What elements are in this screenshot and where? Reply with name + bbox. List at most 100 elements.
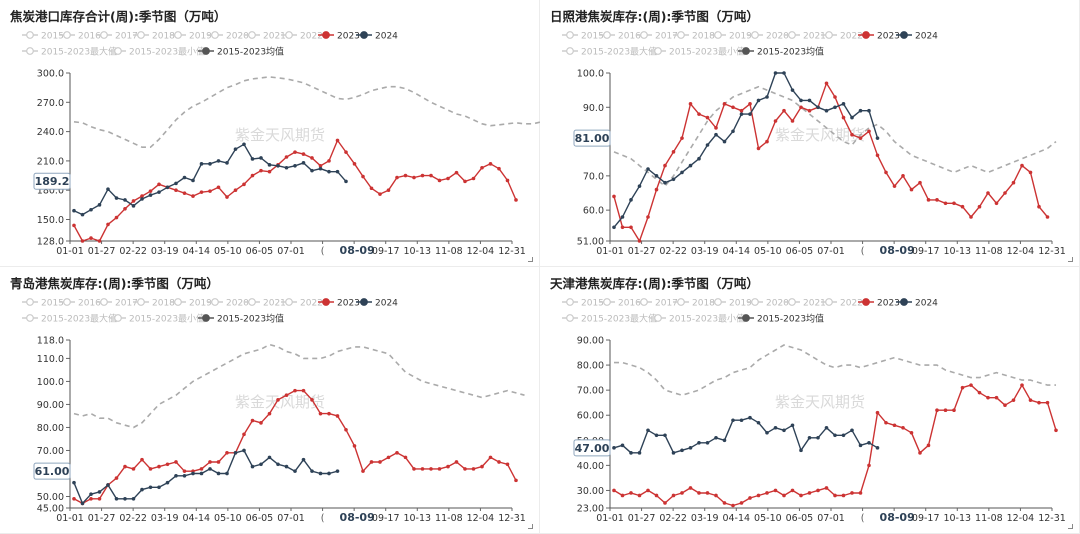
x-tick-label: 09-17 (372, 513, 400, 524)
data-point-2023 (952, 408, 956, 413)
data-point-2024 (646, 428, 650, 433)
legend-item-2020-label: 2020 (226, 299, 249, 309)
legend-item-2020-marker (211, 31, 219, 39)
data-point-2024 (629, 198, 633, 202)
data-point-2023 (310, 398, 314, 402)
data-point-2023 (471, 467, 476, 471)
data-point-2023 (960, 204, 965, 209)
x-tick-label: 11-08 (435, 513, 463, 524)
x-tick-label: 01-27 (88, 246, 116, 257)
legend-item-2023-label: 2023 (337, 299, 360, 309)
legend-item-2022-marker (825, 31, 833, 39)
legend-item-2019-label: 2019 (189, 32, 212, 42)
data-point-2023 (799, 105, 803, 110)
data-point-2024 (850, 428, 854, 433)
x-tick-label: 09-17 (912, 246, 940, 257)
data-point-2023 (969, 215, 973, 219)
data-point-2023 (697, 491, 701, 495)
data-point-2023 (731, 105, 735, 110)
resize-handle-icon[interactable] (1068, 524, 1073, 529)
data-point-2023 (267, 411, 272, 416)
resize-handle-icon[interactable] (528, 257, 533, 262)
chart-title: 天津港焦炭库存:(周):季节图（万吨） (550, 276, 759, 291)
x-tick-label: 04-14 (182, 246, 210, 257)
legend-item-2021-label: 2021 (803, 32, 826, 42)
legend-item-2018-marker (137, 298, 145, 306)
legend-item-2017-label: 2017 (655, 299, 678, 309)
y-tick-label: 300.0 (37, 69, 64, 80)
data-point-2024 (620, 443, 625, 448)
data-point-2024 (705, 441, 710, 445)
x-tick-label: 07-01 (277, 513, 305, 524)
chart-svg: 2015 2016 2017 2018 2019 2020 2021 2022 2023 2024… (22, 31, 540, 257)
chart-title: 焦炭港口库存合计(周):季节图（万吨） (10, 9, 227, 24)
legend-item-2015-marker (26, 31, 34, 39)
resize-handle-icon[interactable] (528, 524, 533, 529)
legend-item-row2-2-marker (202, 314, 210, 322)
legend-item-row2-0-marker (26, 314, 34, 322)
data-point-2024 (875, 136, 880, 140)
data-point-2023 (514, 198, 518, 202)
data-point-2023 (369, 460, 374, 464)
legend-item-row2-0-label: 2015-2023最大值 (41, 46, 117, 58)
data-point-2024 (225, 471, 229, 476)
data-point-2023 (722, 102, 727, 106)
data-point-2024 (739, 112, 744, 116)
x-tick-label: 06-05 (246, 246, 274, 257)
data-point-2024 (697, 441, 701, 445)
legend-item-2016-label: 2016 (618, 32, 641, 42)
data-point-2023 (335, 138, 340, 143)
data-point-2023 (259, 168, 263, 173)
legend-item-2022-marker (285, 31, 293, 39)
data-point-2024 (858, 443, 863, 448)
legend-item-2022-marker (285, 298, 293, 306)
y-tick-label: 80.00 (577, 361, 604, 372)
data-point-2024 (875, 446, 880, 450)
data-point-2023 (403, 173, 408, 178)
data-point-2024 (790, 423, 795, 428)
data-point-2024 (72, 480, 76, 485)
legend-item-row2-1-marker (114, 47, 122, 55)
current-value-box (573, 439, 611, 457)
data-point-2024 (629, 451, 633, 455)
data-point-2023 (646, 215, 650, 219)
data-point-2023 (858, 136, 863, 140)
data-point-2024 (267, 163, 272, 167)
data-point-2023 (140, 457, 144, 462)
legend-item-2023-marker (862, 31, 870, 39)
data-point-2023 (446, 464, 450, 469)
data-point-2024 (807, 435, 812, 440)
data-point-2023 (841, 115, 846, 120)
data-point-2024 (858, 108, 863, 113)
data-point-2023 (174, 188, 178, 193)
data-point-2023 (497, 460, 501, 464)
data-point-2023 (824, 486, 829, 490)
y-tick-label: 90.0 (583, 103, 604, 114)
data-point-2023 (1020, 163, 1024, 168)
data-point-2024 (106, 187, 110, 192)
y-tick-label: 50.00 (37, 492, 64, 503)
data-point-2024 (131, 204, 136, 208)
current-value-box (33, 462, 71, 480)
data-point-2024 (688, 163, 693, 168)
legend-item-2017-marker (100, 31, 108, 39)
data-point-2023 (629, 491, 633, 495)
data-point-2024 (722, 438, 727, 443)
data-point-2023 (926, 443, 931, 448)
data-point-2023 (935, 408, 939, 413)
data-point-2023 (310, 156, 314, 160)
resize-handle-icon[interactable] (1068, 257, 1073, 262)
data-point-2024 (310, 469, 314, 473)
chart-panel-rizhao: 日照港焦炭库存:(周):季节图（万吨） 2015 2016 2017 2018 2019… (540, 0, 1080, 267)
data-point-2024 (140, 487, 144, 492)
data-point-2023 (986, 191, 990, 195)
data-point-2024 (225, 161, 229, 165)
legend-item-row2-0-marker (566, 314, 574, 322)
data-point-2023 (114, 476, 119, 480)
data-point-2023 (216, 460, 221, 464)
legend-item-2022-label: 2022 (840, 299, 863, 309)
data-point-2023 (994, 201, 999, 206)
data-point-2024 (80, 212, 85, 217)
data-point-2024 (72, 208, 76, 213)
data-point-2024 (242, 142, 246, 147)
